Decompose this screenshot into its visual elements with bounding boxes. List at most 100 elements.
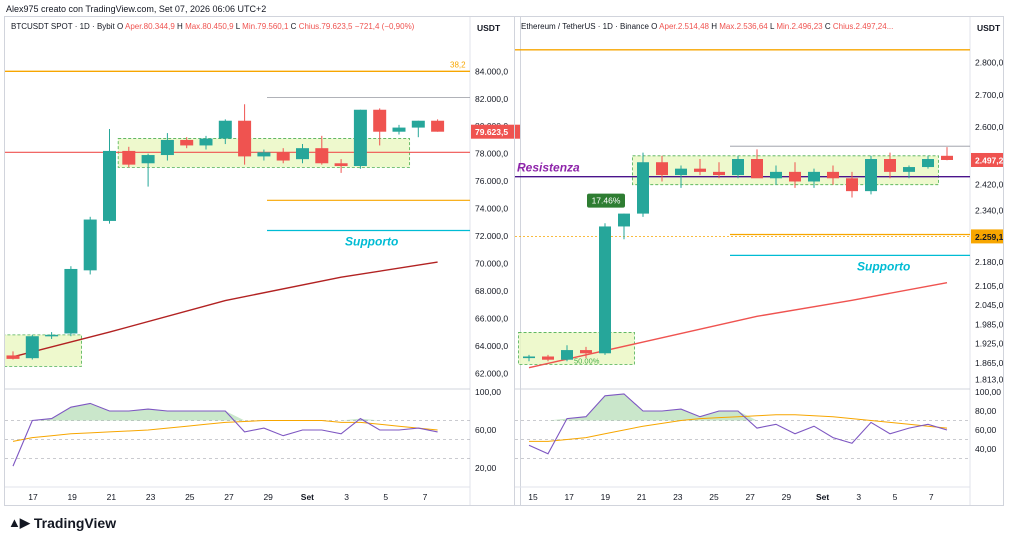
price-tick-label: 84.000,0 bbox=[475, 66, 508, 76]
candle-body bbox=[353, 109, 367, 167]
time-tick-label: 17 bbox=[28, 492, 38, 502]
price-tick-label: 2.045,00 bbox=[975, 300, 1004, 310]
symbol-label: Ethereum / TetherUS · 1D · Binance bbox=[521, 22, 649, 31]
candle-body bbox=[922, 159, 934, 168]
price-tick-label: 72.000,0 bbox=[475, 231, 508, 241]
price-tick-label: 2.700,00 bbox=[975, 90, 1004, 100]
price-tick-label: 2.105,00 bbox=[975, 281, 1004, 291]
candle-body bbox=[827, 171, 839, 179]
candle-body bbox=[542, 356, 554, 360]
candle-body bbox=[884, 159, 896, 172]
support-label: Supporto bbox=[345, 235, 398, 249]
candle-body bbox=[941, 155, 953, 160]
candle-body bbox=[618, 213, 630, 227]
price-tick-label: 70.000,0 bbox=[475, 258, 508, 268]
percent-badge bbox=[587, 193, 625, 208]
candle-body bbox=[373, 109, 387, 132]
candle-body bbox=[83, 219, 97, 271]
time-tick-label: 25 bbox=[709, 492, 719, 502]
eth-chart-panel[interactable]: Ethereum / TetherUS · 1D · Binance O Ape… bbox=[514, 16, 1004, 506]
price-tick-label: 2.600,00 bbox=[975, 122, 1004, 132]
price-tag-label: 2.497,24 bbox=[975, 155, 1004, 165]
candle-body bbox=[257, 152, 271, 157]
time-tick-label: 7 bbox=[423, 492, 428, 502]
rsi-tick-label: 100,00 bbox=[975, 387, 1001, 397]
symbol-label: BTCUSDT SPOT · 1D · Bybit bbox=[11, 22, 115, 31]
candle-body bbox=[580, 350, 592, 354]
rsi-overbought-fill bbox=[529, 393, 947, 421]
eth-chart-svg[interactable]: Supporto Resistenza 17.46% 50.00% 2.800,00 2.… bbox=[515, 17, 1004, 506]
time-tick-label: 29 bbox=[263, 492, 273, 502]
candle-body bbox=[846, 178, 858, 192]
candle-body bbox=[25, 336, 39, 359]
candle-body bbox=[694, 168, 706, 172]
price-tick-label: 1.813,00 bbox=[975, 375, 1004, 385]
currency-label: USDT bbox=[977, 23, 1001, 33]
btc-chart-panel[interactable]: BTCUSDT SPOT · 1D · Bybit O Aper.80.344,… bbox=[4, 16, 521, 506]
brand-logo: ▲▶ TradingView bbox=[8, 515, 116, 531]
candle-body bbox=[808, 171, 820, 182]
candle-body bbox=[392, 127, 406, 132]
fib-ratio-label: 50.00% bbox=[574, 356, 600, 365]
time-tick-label: 19 bbox=[601, 492, 611, 502]
price-tick-label: 66.000,0 bbox=[475, 313, 508, 323]
candle-body bbox=[334, 163, 348, 167]
range-zone bbox=[5, 334, 82, 367]
time-tick-label: 3 bbox=[344, 492, 349, 502]
support-label: Supporto bbox=[857, 259, 910, 273]
rsi-line bbox=[12, 402, 438, 467]
price-tick-label: 76.000,0 bbox=[475, 176, 508, 186]
rsi-tick-label: 40,00 bbox=[975, 444, 997, 454]
author-line: Alex975 creato con TradingView.com, Set … bbox=[6, 4, 267, 14]
brand-name: TradingView bbox=[33, 515, 117, 531]
rsi-tick-label: 20,00 bbox=[475, 463, 497, 473]
tradingview-icon: ▲▶ bbox=[8, 515, 30, 530]
candle-body bbox=[523, 356, 535, 359]
candle-body bbox=[903, 167, 915, 172]
price-tick-label: 1.865,00 bbox=[975, 358, 1004, 368]
price-tick-label: 1.985,00 bbox=[975, 319, 1004, 329]
time-tick-label: 25 bbox=[185, 492, 195, 502]
candle-body bbox=[296, 148, 309, 160]
rsi-tick-label: 60,00 bbox=[975, 425, 997, 435]
price-tag bbox=[971, 152, 1003, 167]
time-tick-label: 21 bbox=[637, 492, 647, 502]
time-tick-label: 17 bbox=[564, 492, 574, 502]
price-tag-secondary-label: 2.259,14 bbox=[975, 232, 1004, 242]
btc-chart-svg[interactable]: Supporto38,284.000,082.000,080.000,078.0… bbox=[5, 17, 521, 506]
rsi-tick-label: 60,00 bbox=[475, 425, 497, 435]
moving-average-line bbox=[12, 261, 438, 358]
time-tick-label: 21 bbox=[107, 492, 117, 502]
time-tick-label: 3 bbox=[856, 492, 861, 502]
candle-body bbox=[865, 159, 877, 192]
rsi-tick-label: 80,00 bbox=[975, 406, 997, 416]
candle-body bbox=[45, 334, 59, 337]
price-tick-label: 64.000,0 bbox=[475, 341, 508, 351]
price-tick-label: 82.000,0 bbox=[475, 94, 508, 104]
time-tick-label: 27 bbox=[224, 492, 234, 502]
price-tick-label: 78.000,0 bbox=[475, 149, 508, 159]
time-tick-label: 27 bbox=[745, 492, 755, 502]
price-tick-label: 1.925,00 bbox=[975, 339, 1004, 349]
candle-body bbox=[141, 155, 155, 164]
price-tick-label: 2.800,00 bbox=[975, 58, 1004, 68]
candle-body bbox=[315, 148, 329, 164]
candle-body bbox=[675, 168, 687, 176]
time-tick-label: Set bbox=[816, 492, 829, 502]
candle-body bbox=[656, 162, 668, 176]
candle-body bbox=[599, 226, 611, 354]
candle-body bbox=[732, 159, 744, 176]
price-tick-label: 2.420,00 bbox=[975, 180, 1004, 190]
price-tick-label: 62.000,0 bbox=[475, 368, 508, 378]
candle-body bbox=[64, 268, 78, 334]
price-tick-label: 68.000,0 bbox=[475, 286, 508, 296]
time-tick-label: 23 bbox=[146, 492, 156, 502]
rsi-ma-line bbox=[12, 420, 438, 442]
candle-body bbox=[6, 355, 20, 359]
price-tick-label: 2.340,00 bbox=[975, 205, 1004, 215]
currency-label: USDT bbox=[477, 23, 501, 33]
candle-body bbox=[637, 162, 649, 214]
price-tick-label: 74.000,0 bbox=[475, 204, 508, 214]
rsi-overbought-fill bbox=[13, 403, 438, 421]
price-tick-label: 2.180,00 bbox=[975, 257, 1004, 267]
